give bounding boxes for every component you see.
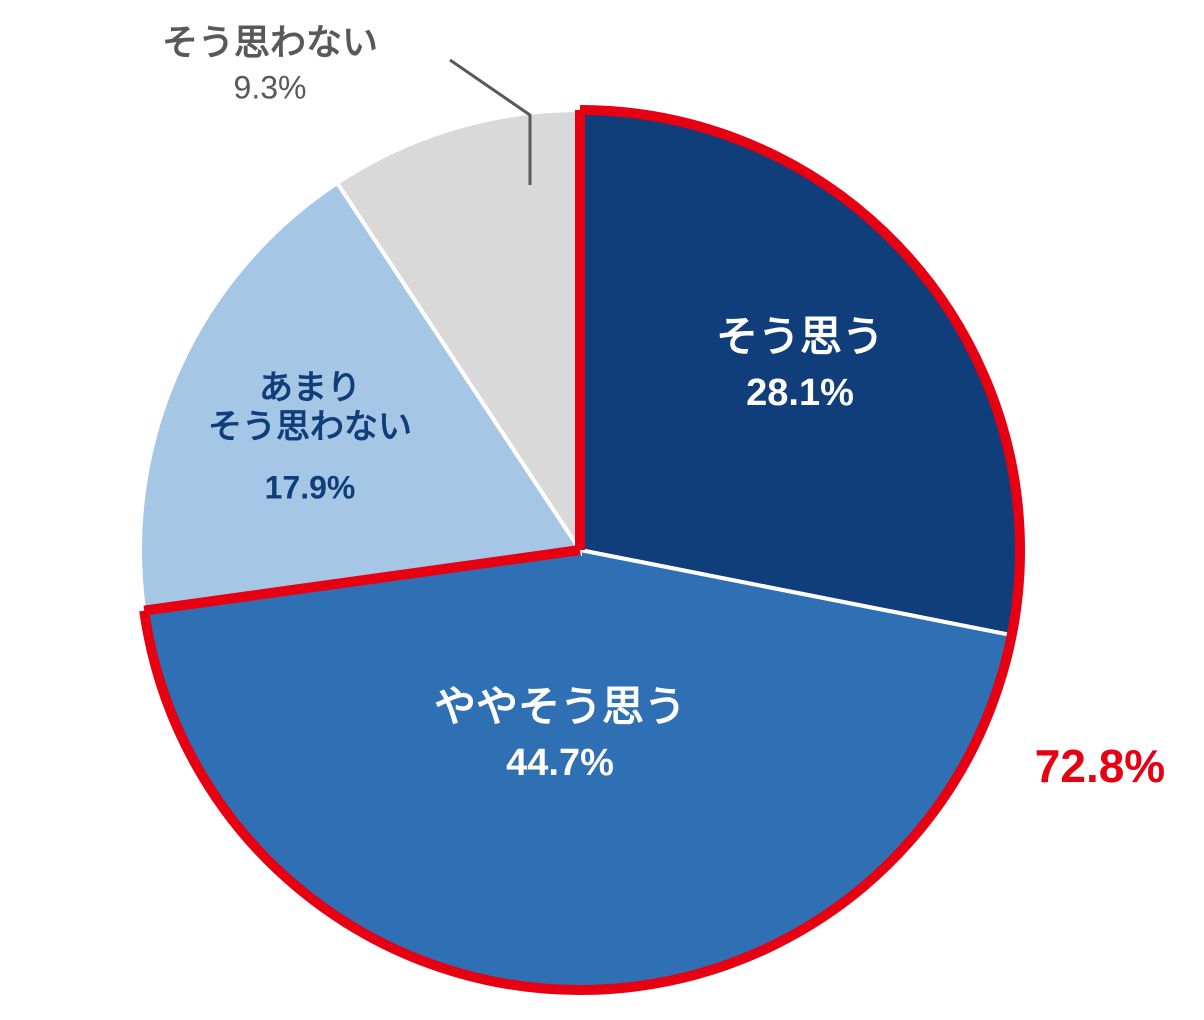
slice-label-sou_omowanai: そう思わない (162, 22, 378, 63)
slice-pct-sou_omou: 28.1% (746, 372, 854, 414)
slice-pct-sou_omowanai: 9.3% (234, 69, 307, 105)
pie-chart: そう思う28.1%ややそう思う44.7%あまりそう思わない17.9%そう思わない… (0, 0, 1204, 1020)
slice-pct-amari_omowanai: 17.9% (265, 469, 356, 505)
highlight-total: 72.8% (1035, 740, 1165, 792)
slice-label-sou_omou: そう思う (716, 313, 884, 360)
slice-pct-yaya_sou_omou: 44.7% (506, 742, 614, 784)
slice-label-yaya_sou_omou: ややそう思う (434, 683, 686, 730)
